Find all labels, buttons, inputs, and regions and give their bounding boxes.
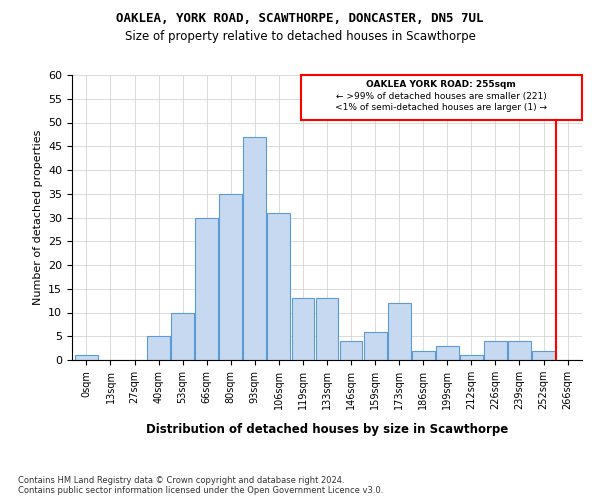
Text: <1% of semi-detached houses are larger (1) →: <1% of semi-detached houses are larger (… [335,104,547,112]
Bar [220,194,242,360]
Text: OAKLEA, YORK ROAD, SCAWTHORPE, DONCASTER, DN5 7UL: OAKLEA, YORK ROAD, SCAWTHORPE, DONCASTER… [116,12,484,26]
Bar [292,298,314,360]
Bar [484,341,507,360]
Bar [147,336,170,360]
Bar [268,213,290,360]
Bar [195,218,218,360]
Text: Contains HM Land Registry data © Crown copyright and database right 2024.
Contai: Contains HM Land Registry data © Crown c… [18,476,383,495]
Text: OAKLEA YORK ROAD: 255sqm: OAKLEA YORK ROAD: 255sqm [367,80,516,89]
Text: Size of property relative to detached houses in Scawthorpe: Size of property relative to detached ho… [125,30,475,43]
Text: ← >99% of detached houses are smaller (221): ← >99% of detached houses are smaller (2… [336,92,547,100]
Bar [436,346,459,360]
Bar [508,341,531,360]
Y-axis label: Number of detached properties: Number of detached properties [32,130,43,305]
Bar [301,75,582,120]
Bar [244,136,266,360]
Bar [460,355,483,360]
Bar [364,332,386,360]
Text: Distribution of detached houses by size in Scawthorpe: Distribution of detached houses by size … [146,422,508,436]
Bar [340,341,362,360]
Bar [388,303,410,360]
Bar [412,350,434,360]
Bar [316,298,338,360]
Bar [75,355,98,360]
Bar [532,350,555,360]
Bar [171,312,194,360]
